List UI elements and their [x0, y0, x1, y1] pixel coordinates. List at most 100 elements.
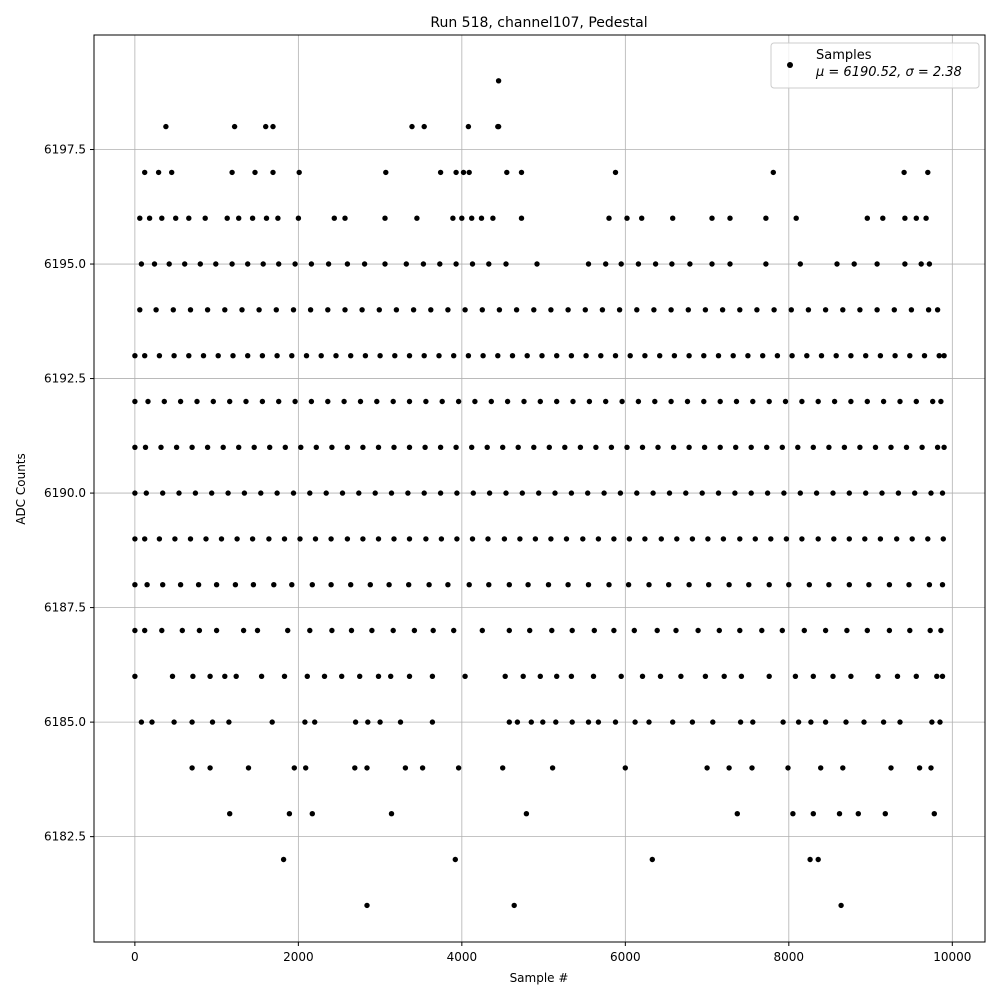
data-point: [455, 398, 462, 405]
y-tick-label: 6182.5: [44, 830, 86, 844]
data-point: [880, 398, 887, 405]
data-point: [826, 444, 832, 450]
data-point: [808, 719, 814, 725]
x-tick-label: 8000: [774, 950, 805, 964]
data-point: [472, 398, 478, 405]
data-point: [309, 582, 315, 588]
data-point: [132, 673, 138, 679]
data-point: [888, 444, 894, 450]
data-point: [352, 765, 358, 771]
data-point: [495, 123, 502, 130]
data-point: [674, 536, 680, 542]
data-point: [717, 444, 723, 450]
data-point: [701, 353, 707, 359]
legend-entry-samples: Samples: [816, 48, 872, 63]
data-point: [312, 536, 319, 542]
data-point: [485, 536, 491, 542]
data-point: [422, 444, 428, 450]
data-point: [586, 398, 593, 405]
data-point: [668, 398, 674, 405]
data-point: [879, 490, 885, 496]
data-point: [359, 307, 365, 313]
data-point: [452, 856, 458, 863]
data-point: [172, 536, 178, 542]
data-point: [833, 353, 839, 359]
data-point: [710, 719, 716, 725]
data-point: [344, 261, 351, 267]
data-point: [941, 353, 947, 359]
data-point: [197, 261, 203, 267]
x-tick-label: 2000: [283, 950, 314, 964]
data-point: [531, 307, 537, 313]
data-point: [569, 719, 575, 725]
data-point: [752, 536, 758, 542]
data-point: [455, 765, 462, 771]
data-point: [517, 536, 523, 542]
data-point: [617, 490, 624, 496]
data-point: [298, 444, 304, 450]
data-point: [652, 261, 659, 267]
data-point: [737, 307, 743, 313]
data-point: [601, 490, 607, 496]
data-point: [782, 398, 789, 405]
data-point: [635, 261, 642, 267]
data-point: [357, 673, 363, 679]
data-point: [846, 536, 852, 542]
data-point: [568, 673, 575, 679]
data-point: [274, 353, 280, 359]
data-point: [727, 261, 733, 267]
data-point: [642, 536, 648, 542]
plot-area-frame: [93, 34, 986, 943]
data-point: [331, 215, 337, 221]
data-point: [687, 261, 693, 267]
data-point: [612, 719, 619, 725]
data-point: [236, 444, 242, 450]
data-point: [931, 811, 937, 817]
data-point: [874, 261, 880, 267]
data-point: [655, 444, 661, 450]
data-point: [536, 490, 542, 496]
data-point: [733, 444, 739, 450]
data-point: [738, 673, 745, 679]
data-point: [540, 719, 546, 725]
data-point: [224, 215, 230, 221]
data-points: [132, 78, 947, 909]
data-point: [132, 398, 138, 405]
data-point: [902, 261, 908, 267]
data-point: [149, 719, 155, 725]
legend-marker: [787, 62, 793, 68]
data-point: [838, 902, 844, 909]
data-point: [766, 582, 772, 588]
data-point: [296, 169, 302, 176]
data-point: [521, 398, 527, 405]
data-point: [348, 582, 354, 588]
data-point: [454, 490, 460, 496]
data-point: [704, 765, 710, 771]
data-point: [709, 261, 715, 267]
data-point: [503, 490, 509, 496]
data-point: [622, 765, 628, 771]
data-point: [500, 765, 506, 771]
data-point: [585, 582, 592, 588]
data-point: [501, 536, 508, 542]
data-point: [936, 353, 942, 359]
data-point: [913, 673, 919, 679]
data-point: [377, 353, 383, 359]
data-point: [341, 398, 347, 405]
data-point: [229, 169, 235, 176]
data-point: [585, 490, 591, 496]
data-point: [726, 765, 732, 771]
data-point: [795, 444, 801, 450]
data-point: [429, 673, 436, 679]
data-point: [810, 444, 816, 450]
data-point: [313, 444, 319, 450]
data-point: [405, 490, 411, 496]
data-point: [846, 490, 852, 496]
data-point: [822, 307, 829, 313]
data-point: [421, 490, 427, 496]
data-point: [186, 353, 192, 359]
data-point: [857, 307, 863, 313]
data-point: [192, 490, 199, 496]
data-point: [657, 353, 663, 359]
data-point: [577, 444, 584, 450]
